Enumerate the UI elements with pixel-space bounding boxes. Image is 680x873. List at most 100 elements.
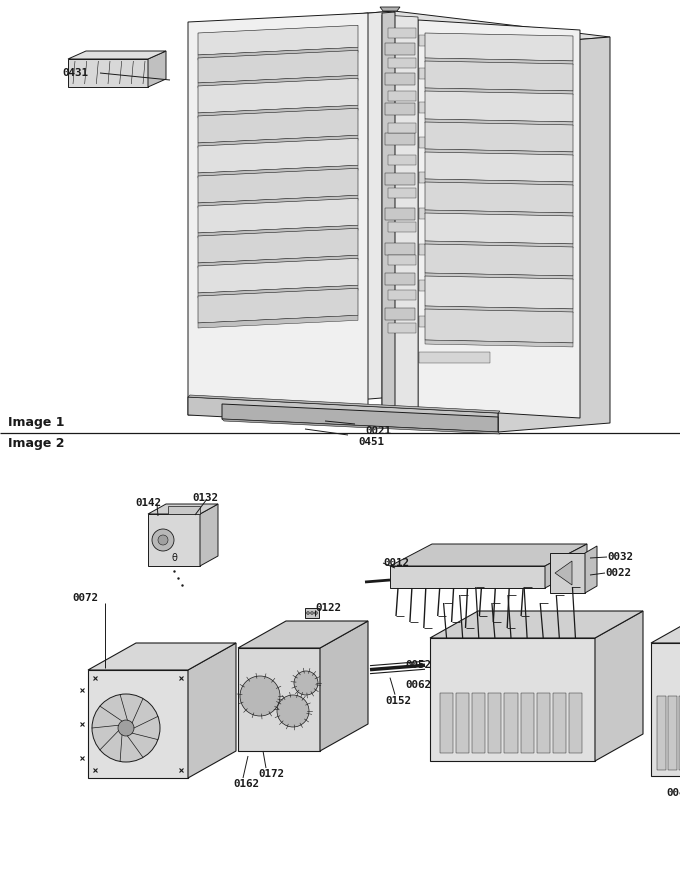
Polygon shape [388,188,416,198]
Polygon shape [440,693,453,753]
Text: Image 1: Image 1 [8,416,65,429]
Polygon shape [198,229,358,263]
Polygon shape [595,611,643,761]
Polygon shape [425,309,573,343]
Polygon shape [668,696,677,770]
Polygon shape [385,133,415,145]
Polygon shape [320,621,368,751]
Polygon shape [282,11,394,406]
Text: 0021: 0021 [365,426,391,436]
Polygon shape [388,290,416,300]
Polygon shape [425,119,573,126]
Polygon shape [555,561,572,585]
Text: θ: θ [171,553,177,563]
Polygon shape [198,108,358,143]
Polygon shape [198,315,358,328]
Circle shape [277,695,309,727]
Polygon shape [425,61,573,91]
Polygon shape [385,173,415,185]
Polygon shape [430,638,595,761]
Polygon shape [419,102,490,113]
Polygon shape [198,288,358,323]
Polygon shape [238,648,320,751]
Polygon shape [385,103,415,115]
Polygon shape [198,25,358,55]
Polygon shape [382,12,395,407]
Polygon shape [425,244,573,276]
Polygon shape [198,258,358,293]
Polygon shape [388,91,416,101]
Polygon shape [148,514,200,566]
Polygon shape [425,306,573,313]
Polygon shape [425,213,573,244]
Polygon shape [419,208,490,219]
Polygon shape [419,35,490,46]
Polygon shape [419,316,490,327]
Polygon shape [419,352,490,363]
Polygon shape [148,51,166,87]
Polygon shape [198,165,358,178]
Polygon shape [385,273,415,285]
Polygon shape [188,395,500,413]
Polygon shape [198,135,358,148]
Polygon shape [425,276,573,309]
Polygon shape [419,172,490,183]
Text: 0062: 0062 [405,680,431,690]
Polygon shape [537,693,549,753]
Polygon shape [472,693,486,753]
Circle shape [311,611,313,615]
Polygon shape [148,504,218,514]
Circle shape [152,529,174,551]
Polygon shape [68,59,148,87]
Polygon shape [569,693,582,753]
Circle shape [314,611,318,615]
Polygon shape [198,79,358,113]
Polygon shape [282,11,610,46]
Text: 0172: 0172 [258,769,284,779]
Circle shape [118,720,134,736]
Polygon shape [419,137,490,148]
Text: 0122: 0122 [315,603,341,613]
Text: 0451: 0451 [358,437,384,447]
Polygon shape [388,255,416,265]
Polygon shape [425,210,573,217]
Polygon shape [425,91,573,122]
Polygon shape [505,693,517,753]
Polygon shape [198,168,358,203]
Polygon shape [390,566,545,588]
Polygon shape [188,643,236,778]
Text: 0152: 0152 [385,696,411,705]
Polygon shape [238,621,368,648]
Polygon shape [198,198,358,233]
Polygon shape [222,419,500,434]
Polygon shape [679,696,680,770]
Polygon shape [198,106,358,118]
Polygon shape [585,546,597,593]
Text: 0162: 0162 [233,779,259,789]
Polygon shape [198,225,358,238]
Polygon shape [385,243,415,255]
Polygon shape [198,51,358,83]
Polygon shape [651,624,680,643]
Polygon shape [425,152,573,182]
Polygon shape [425,179,573,186]
Polygon shape [419,280,490,291]
Polygon shape [385,208,415,220]
Polygon shape [188,13,368,415]
Polygon shape [545,544,587,588]
Polygon shape [388,222,416,232]
Polygon shape [419,244,490,255]
Text: 0032: 0032 [607,552,633,562]
Polygon shape [385,73,415,85]
Polygon shape [521,693,534,753]
Polygon shape [390,544,587,566]
Polygon shape [425,88,573,95]
Polygon shape [380,7,400,11]
Polygon shape [385,308,415,320]
Polygon shape [425,340,573,347]
Circle shape [307,611,309,615]
Polygon shape [498,37,610,432]
Text: 0072: 0072 [72,593,98,603]
Polygon shape [651,643,680,776]
Polygon shape [425,58,573,65]
